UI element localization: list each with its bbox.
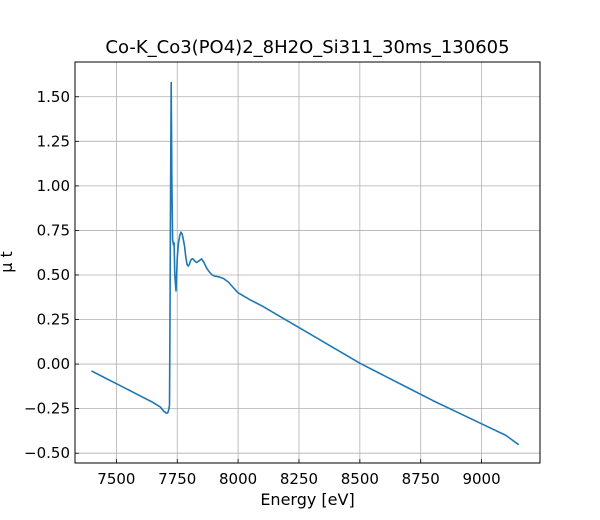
y-tick-label: 1.25 <box>37 132 70 150</box>
y-tick-label: 0.00 <box>37 355 70 373</box>
series-line <box>91 81 519 446</box>
ticks: 7500 7750 8000 8250 8500 8750 9000 1.50 1.25 1.00… <box>24 88 501 488</box>
chart-title: Co-K_Co3(PO4)2_8H2O_Si311_30ms_130605 <box>105 37 509 58</box>
y-axis-label: μ t <box>0 251 16 273</box>
y-tick-label: −0.25 <box>24 400 70 418</box>
y-tick-label: −0.50 <box>24 444 70 462</box>
y-tick-label: 1.00 <box>37 177 70 195</box>
y-tick-label: 1.50 <box>37 88 70 106</box>
x-tick-label: 8000 <box>219 470 257 488</box>
series-layer <box>91 81 519 446</box>
x-tick-label: 7500 <box>97 470 135 488</box>
x-axis-label: Energy [eV] <box>260 490 354 509</box>
y-tick-label: 0.50 <box>37 266 70 284</box>
x-tick-label: 8500 <box>341 470 379 488</box>
x-tick-label: 7750 <box>158 470 196 488</box>
plot-frame <box>74 61 541 464</box>
y-tick-label: 0.75 <box>37 221 70 239</box>
gridlines <box>75 62 540 463</box>
x-tick-label: 8250 <box>280 470 318 488</box>
x-tick-label: 9000 <box>462 470 500 488</box>
x-tick-label: 8750 <box>402 470 440 488</box>
y-tick-label: 0.25 <box>37 311 70 329</box>
